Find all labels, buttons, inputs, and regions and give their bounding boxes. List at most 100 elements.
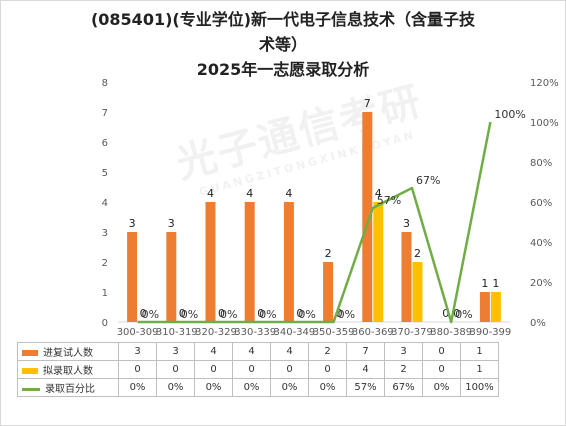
bar-data-label: 2 — [325, 247, 332, 260]
y-left-tick-label: 4 — [102, 198, 108, 209]
bar-admitted — [373, 202, 384, 322]
data-table-cell: 0 — [270, 360, 309, 379]
x-tick-label: 350-359 — [313, 327, 355, 338]
y-right-tick-label: 100% — [530, 118, 559, 129]
y-left-tick-label: 0 — [102, 318, 108, 329]
bar-data-label: 3 — [129, 217, 136, 230]
data-table-row: 进复试人数 3 3 4 4 4 2 7 3 0 1 — [17, 342, 499, 361]
data-table-cell: 4 — [232, 342, 271, 361]
legend-label: 拟录取人数 — [43, 366, 93, 377]
y-right-tick-label: 40% — [530, 238, 552, 249]
data-table-cell: 1 — [460, 360, 499, 379]
data-table-cell: 0 — [194, 360, 233, 379]
y-left-tick-label: 5 — [102, 168, 108, 179]
data-table-cell: 0 — [156, 360, 195, 379]
y-left-tick-label: 7 — [102, 108, 108, 119]
bar-data-label: 0 — [257, 307, 264, 320]
data-table-cell: 4 — [346, 360, 385, 379]
data-table-cell: 3 — [118, 342, 157, 361]
bar-data-label: 0 — [140, 307, 147, 320]
percent-data-label: 0% — [181, 308, 198, 321]
bar-retest — [205, 202, 216, 322]
x-tick-label: 300-309 — [117, 327, 159, 338]
data-table-cell: 57% — [346, 378, 385, 397]
y-left-tick-label: 2 — [102, 258, 108, 269]
chart-title-line-3: 2025年一志愿录取分析 — [196, 60, 370, 79]
y-left-tick-label: 6 — [102, 138, 108, 149]
y-left-tick-label: 1 — [102, 288, 108, 299]
bar-data-label: 4 — [375, 187, 382, 200]
data-table-cell: 4 — [194, 342, 233, 361]
y-left-tick-label: 8 — [102, 78, 108, 89]
bar-data-label: 3 — [168, 217, 175, 230]
data-table-cell: 4 — [270, 342, 309, 361]
bar-data-label: 4 — [285, 187, 292, 200]
data-table-cell: 3 — [156, 342, 195, 361]
bar-data-label: 0 — [336, 307, 343, 320]
legend-label: 进复试人数 — [43, 348, 93, 359]
bar-data-label: 0 — [218, 307, 225, 320]
percent-data-label: 0% — [338, 308, 355, 321]
y-left-tick-label: 3 — [102, 228, 108, 239]
bar-retest — [401, 232, 412, 322]
x-tick-label: 370-379 — [391, 327, 433, 338]
data-table-series-label: 录取百分比 — [17, 378, 119, 397]
y-right-tick-label: 80% — [530, 158, 552, 169]
bar-data-label: 0 — [442, 307, 449, 320]
bar-data-label: 4 — [207, 187, 214, 200]
legend-label: 录取百分比 — [45, 384, 95, 395]
bar-data-label: 0 — [453, 307, 460, 320]
percent-data-label: 0% — [298, 308, 315, 321]
bar-data-label: 7 — [364, 97, 371, 110]
percent-data-label: 100% — [494, 108, 525, 121]
data-table-cell: 0% — [156, 378, 195, 397]
data-table-cell: 0% — [232, 378, 271, 397]
data-table-series-label: 拟录取人数 — [17, 360, 119, 379]
data-table-cell: 100% — [460, 378, 499, 397]
percent-data-label: 0% — [259, 308, 276, 321]
bar-data-label: 2 — [414, 247, 421, 260]
bar-retest — [283, 202, 294, 322]
percent-data-label: 0% — [220, 308, 237, 321]
bar-data-label: 1 — [492, 277, 499, 290]
data-table-row: 拟录取人数 0 0 0 0 0 0 4 2 0 1 — [17, 360, 499, 379]
percent-line — [137, 121, 492, 324]
legend-key — [22, 387, 40, 391]
bar-data-label: 1 — [481, 277, 488, 290]
bar-retest — [166, 232, 177, 322]
data-table-cell: 0% — [308, 378, 347, 397]
y-right-tick-label: 0% — [530, 318, 546, 329]
data-table-cell: 7 — [346, 342, 385, 361]
data-table-cell: 0 — [118, 360, 157, 379]
y-right-tick-label: 20% — [530, 278, 552, 289]
x-tick-label: 320-329 — [195, 327, 237, 338]
x-tick-label: 310-319 — [156, 327, 198, 338]
bar-admitted — [490, 292, 501, 322]
bar-retest — [479, 292, 490, 322]
y-right-tick-label: 120% — [530, 78, 559, 89]
data-table-cell: 2 — [308, 342, 347, 361]
data-table-cell: 0% — [194, 378, 233, 397]
data-table-cell: 2 — [384, 360, 423, 379]
y-right-tick-label: 60% — [530, 198, 552, 209]
bar-data-label: 0 — [296, 307, 303, 320]
bar-data-label: 0 — [179, 307, 186, 320]
bar-data-label: 4 — [246, 187, 253, 200]
x-tick-label: 330-339 — [234, 327, 276, 338]
data-table-cell: 0% — [118, 378, 157, 397]
data-table: 进复试人数 3 3 4 4 4 2 7 3 0 1 拟录取人数 0 0 0 0 0 0 4 2 0 1 录取百分比 0% 0% 0… — [17, 342, 499, 397]
data-table-cell: 3 — [384, 342, 423, 361]
data-table-row: 录取百分比 0% 0% 0% 0% 0% 0% 57% 67% 0% 100% — [17, 378, 499, 397]
bar-retest — [244, 202, 255, 322]
data-table-cell: 0 — [308, 360, 347, 379]
chart-title-line-1: (085401)(专业学位)新一代电子信息技术（含量子技 — [90, 10, 476, 29]
legend-key — [22, 350, 38, 356]
data-table-cell: 0 — [422, 342, 461, 361]
bar-retest — [323, 262, 334, 322]
percent-data-label: 0% — [455, 308, 472, 321]
percent-data-label: 0% — [142, 308, 159, 321]
data-table-cell: 0 — [232, 360, 271, 379]
bar-admitted — [412, 262, 423, 322]
data-table-cell: 0 — [422, 360, 461, 379]
